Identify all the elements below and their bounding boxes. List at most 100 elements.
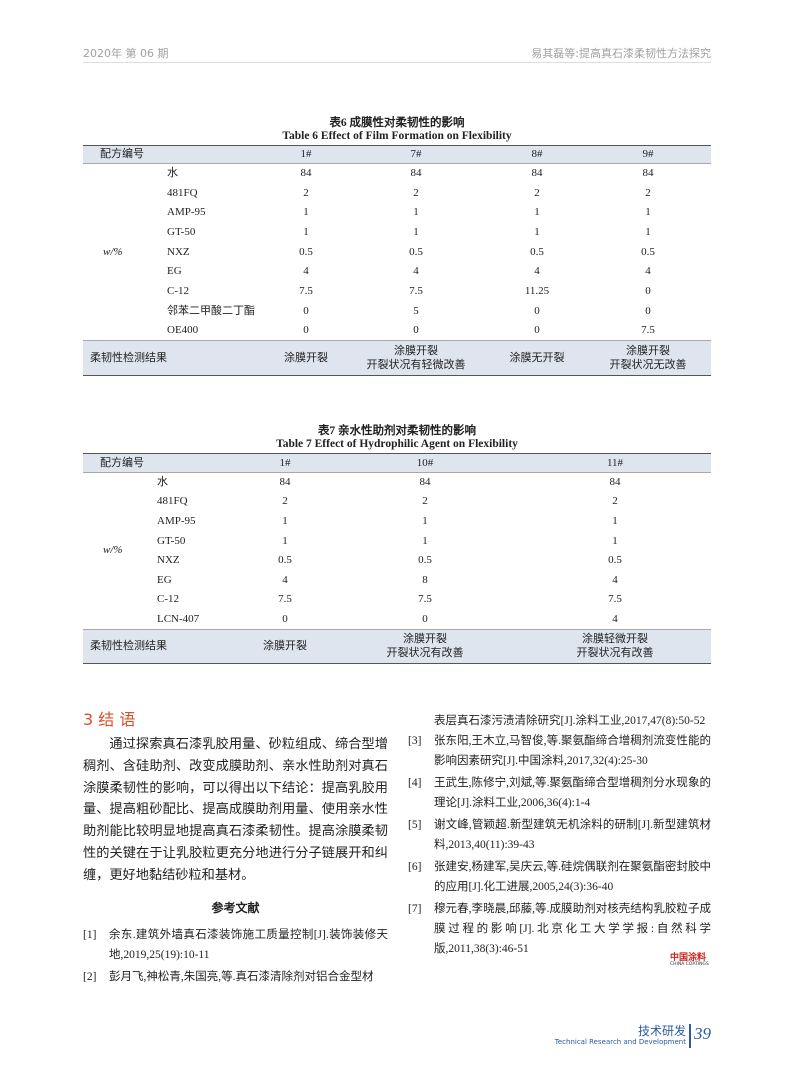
row-name: C-12 xyxy=(157,593,179,606)
cell: 0 xyxy=(645,284,651,297)
header-right: 易其磊等:提高真石漆柔韧性方法探究 xyxy=(531,47,711,60)
footer-section-en: Technical Research and Development xyxy=(554,1038,686,1046)
reference: [3] 张东阳,王木立,马智俊,等.聚氨酯缔合增稠剂流变性能的影响因素研究[J].… xyxy=(408,731,711,771)
right-column: 表层真石漆污渍清除研究[J].涂料工业,2017,47(8):50-52 [3]… xyxy=(408,711,711,961)
cell: 0 xyxy=(534,324,540,337)
cell: 7.5 xyxy=(608,593,622,606)
footer-section: 技术研发 xyxy=(637,1024,686,1038)
cell: 4 xyxy=(612,573,618,586)
cell: 84 xyxy=(410,166,422,179)
cell: 84 xyxy=(279,475,291,488)
row-name: EG xyxy=(157,573,172,586)
cell: 0 xyxy=(282,613,288,625)
cell: 4 xyxy=(303,265,309,278)
paragraph: 通过探索真石漆乳胶用量、砂粒组成、缔合型增稠剂、含硅助剂、改变成膜助剂、亲水性助… xyxy=(83,736,388,882)
header-rule xyxy=(83,472,711,473)
header-rule xyxy=(83,163,711,164)
references: [1] 余东.建筑外墙真石漆装饰施工质量控制[J].装饰装修天地,2019,25(… xyxy=(83,925,388,987)
cell: 4 xyxy=(413,265,419,278)
cell: 1 xyxy=(612,534,618,547)
result-cell: 涂膜开裂 xyxy=(394,344,438,357)
cell: 8 xyxy=(422,573,428,586)
row-name: GT-50 xyxy=(157,534,186,547)
reference-number: [7] xyxy=(408,903,422,915)
cell: 7.5 xyxy=(418,593,432,606)
reference-number: [4] xyxy=(408,777,422,789)
caption-en: Table 6 Effect of Film Formation on Flex… xyxy=(282,130,512,142)
cell: 84 xyxy=(531,166,543,179)
reference: [5] 谢文峰,管颖超.新型建筑无机涂料的研制[J].新型建筑材料,2013,40… xyxy=(408,815,711,855)
caption-cn: 表7 亲水性助剂对柔韧性的影响 xyxy=(317,425,477,437)
cell: 84 xyxy=(300,166,312,179)
result-cell: 涂膜轻微开裂 xyxy=(582,632,648,645)
cell: 2 xyxy=(645,186,651,199)
cell: 2 xyxy=(422,495,428,508)
cell: 1 xyxy=(422,515,428,527)
page-number: 39 xyxy=(694,1024,711,1043)
cell: 0 xyxy=(645,304,651,317)
cell: 0 xyxy=(413,324,419,337)
cell: 4 xyxy=(612,613,618,625)
row-name: NXZ xyxy=(167,245,190,258)
reference: [2] 彭月飞,神松青,朱国亮,等.真石漆清除剂对铝合金型材 xyxy=(83,967,388,987)
cell: 1 xyxy=(534,225,540,238)
result-rule xyxy=(83,340,711,342)
cell: 0.5 xyxy=(608,554,622,567)
result-cell: 涂膜开裂 xyxy=(284,351,328,364)
result-band xyxy=(83,340,711,376)
row-name: LCN-407 xyxy=(157,613,200,625)
cell: 1 xyxy=(413,225,419,238)
cell: 1 xyxy=(282,515,288,527)
cell: 4 xyxy=(534,265,540,278)
row-name: 481FQ xyxy=(157,495,188,508)
reference-text: 穆元春,李晓晨,邱藤,等.成膜助剂对核壳结构乳胶粒子成膜过程的影响[J].北京化… xyxy=(434,903,711,955)
result-cell: 开裂状况有改善 xyxy=(386,646,464,659)
cell: 1 xyxy=(282,534,288,547)
caption-en: Table 7 Effect of Hydrophilic Agent on F… xyxy=(276,438,518,450)
cell: 2 xyxy=(303,186,309,199)
footer-bar xyxy=(689,1024,691,1048)
cell: 1 xyxy=(645,225,651,238)
cell: 0.5 xyxy=(299,245,313,258)
header-cell: 7# xyxy=(410,148,422,160)
reference-number: [1] xyxy=(83,929,97,942)
row-name: AMP-95 xyxy=(167,206,206,219)
cell: 1 xyxy=(422,534,428,547)
cell: 1 xyxy=(645,206,651,219)
cell: 0 xyxy=(534,304,540,317)
table-top-rule xyxy=(83,145,711,146)
cell: 7.5 xyxy=(641,324,655,337)
group-label: w/% xyxy=(103,544,123,557)
references: [3] 张东阳,王木立,马智俊,等.聚氨酯缔合增稠剂流变性能的影响因素研究[J].… xyxy=(408,731,711,959)
left-column: 3 结 语 通过探索真石漆乳胶用量、砂粒组成、缔合型增稠剂、含硅助剂、改变成膜助… xyxy=(83,707,388,989)
cell: 1 xyxy=(534,206,540,219)
result-cell: 涂膜无开裂 xyxy=(509,351,565,364)
cell: 0 xyxy=(303,304,309,317)
cell: 0.5 xyxy=(641,245,655,258)
result-cell: 开裂状况无改善 xyxy=(609,358,687,371)
table-bottom-rule xyxy=(83,375,711,377)
result-cell: 涂膜开裂 xyxy=(626,344,670,357)
result-label: 柔韧性检测结果 xyxy=(90,639,167,652)
cell: 5 xyxy=(413,304,419,317)
reference-text: 张东阳,王木立,马智俊,等.聚氨酯缔合增稠剂流变性能的影响因素研究[J].中国涂… xyxy=(434,735,711,767)
reference-continuation: 表层真石漆污渍清除研究[J].涂料工业,2017,47(8):50-52 xyxy=(434,715,706,727)
table-top-rule xyxy=(83,453,711,454)
row-name: OE400 xyxy=(167,324,199,337)
cell: 84 xyxy=(642,166,654,179)
cell: 2 xyxy=(413,186,419,199)
cell: 1 xyxy=(413,206,419,219)
cell: 0 xyxy=(422,613,428,625)
cell: 7.5 xyxy=(299,284,313,297)
header-cell: 1# xyxy=(300,148,312,160)
row-name: 邻苯二甲酸二丁酯 xyxy=(167,304,255,317)
result-cell: 开裂状况有改善 xyxy=(576,646,654,659)
header-cell: 10# xyxy=(416,456,434,469)
cell: 2 xyxy=(282,495,288,508)
row-name: 水 xyxy=(167,166,178,179)
header-left: 2020年 第 06 期 xyxy=(83,47,169,60)
row-name: GT-50 xyxy=(167,225,196,238)
reference-text: 谢文峰,管颖超.新型建筑无机涂料的研制[J].新型建筑材料,2013,40(11… xyxy=(434,819,711,851)
cell: 0.5 xyxy=(278,554,292,567)
